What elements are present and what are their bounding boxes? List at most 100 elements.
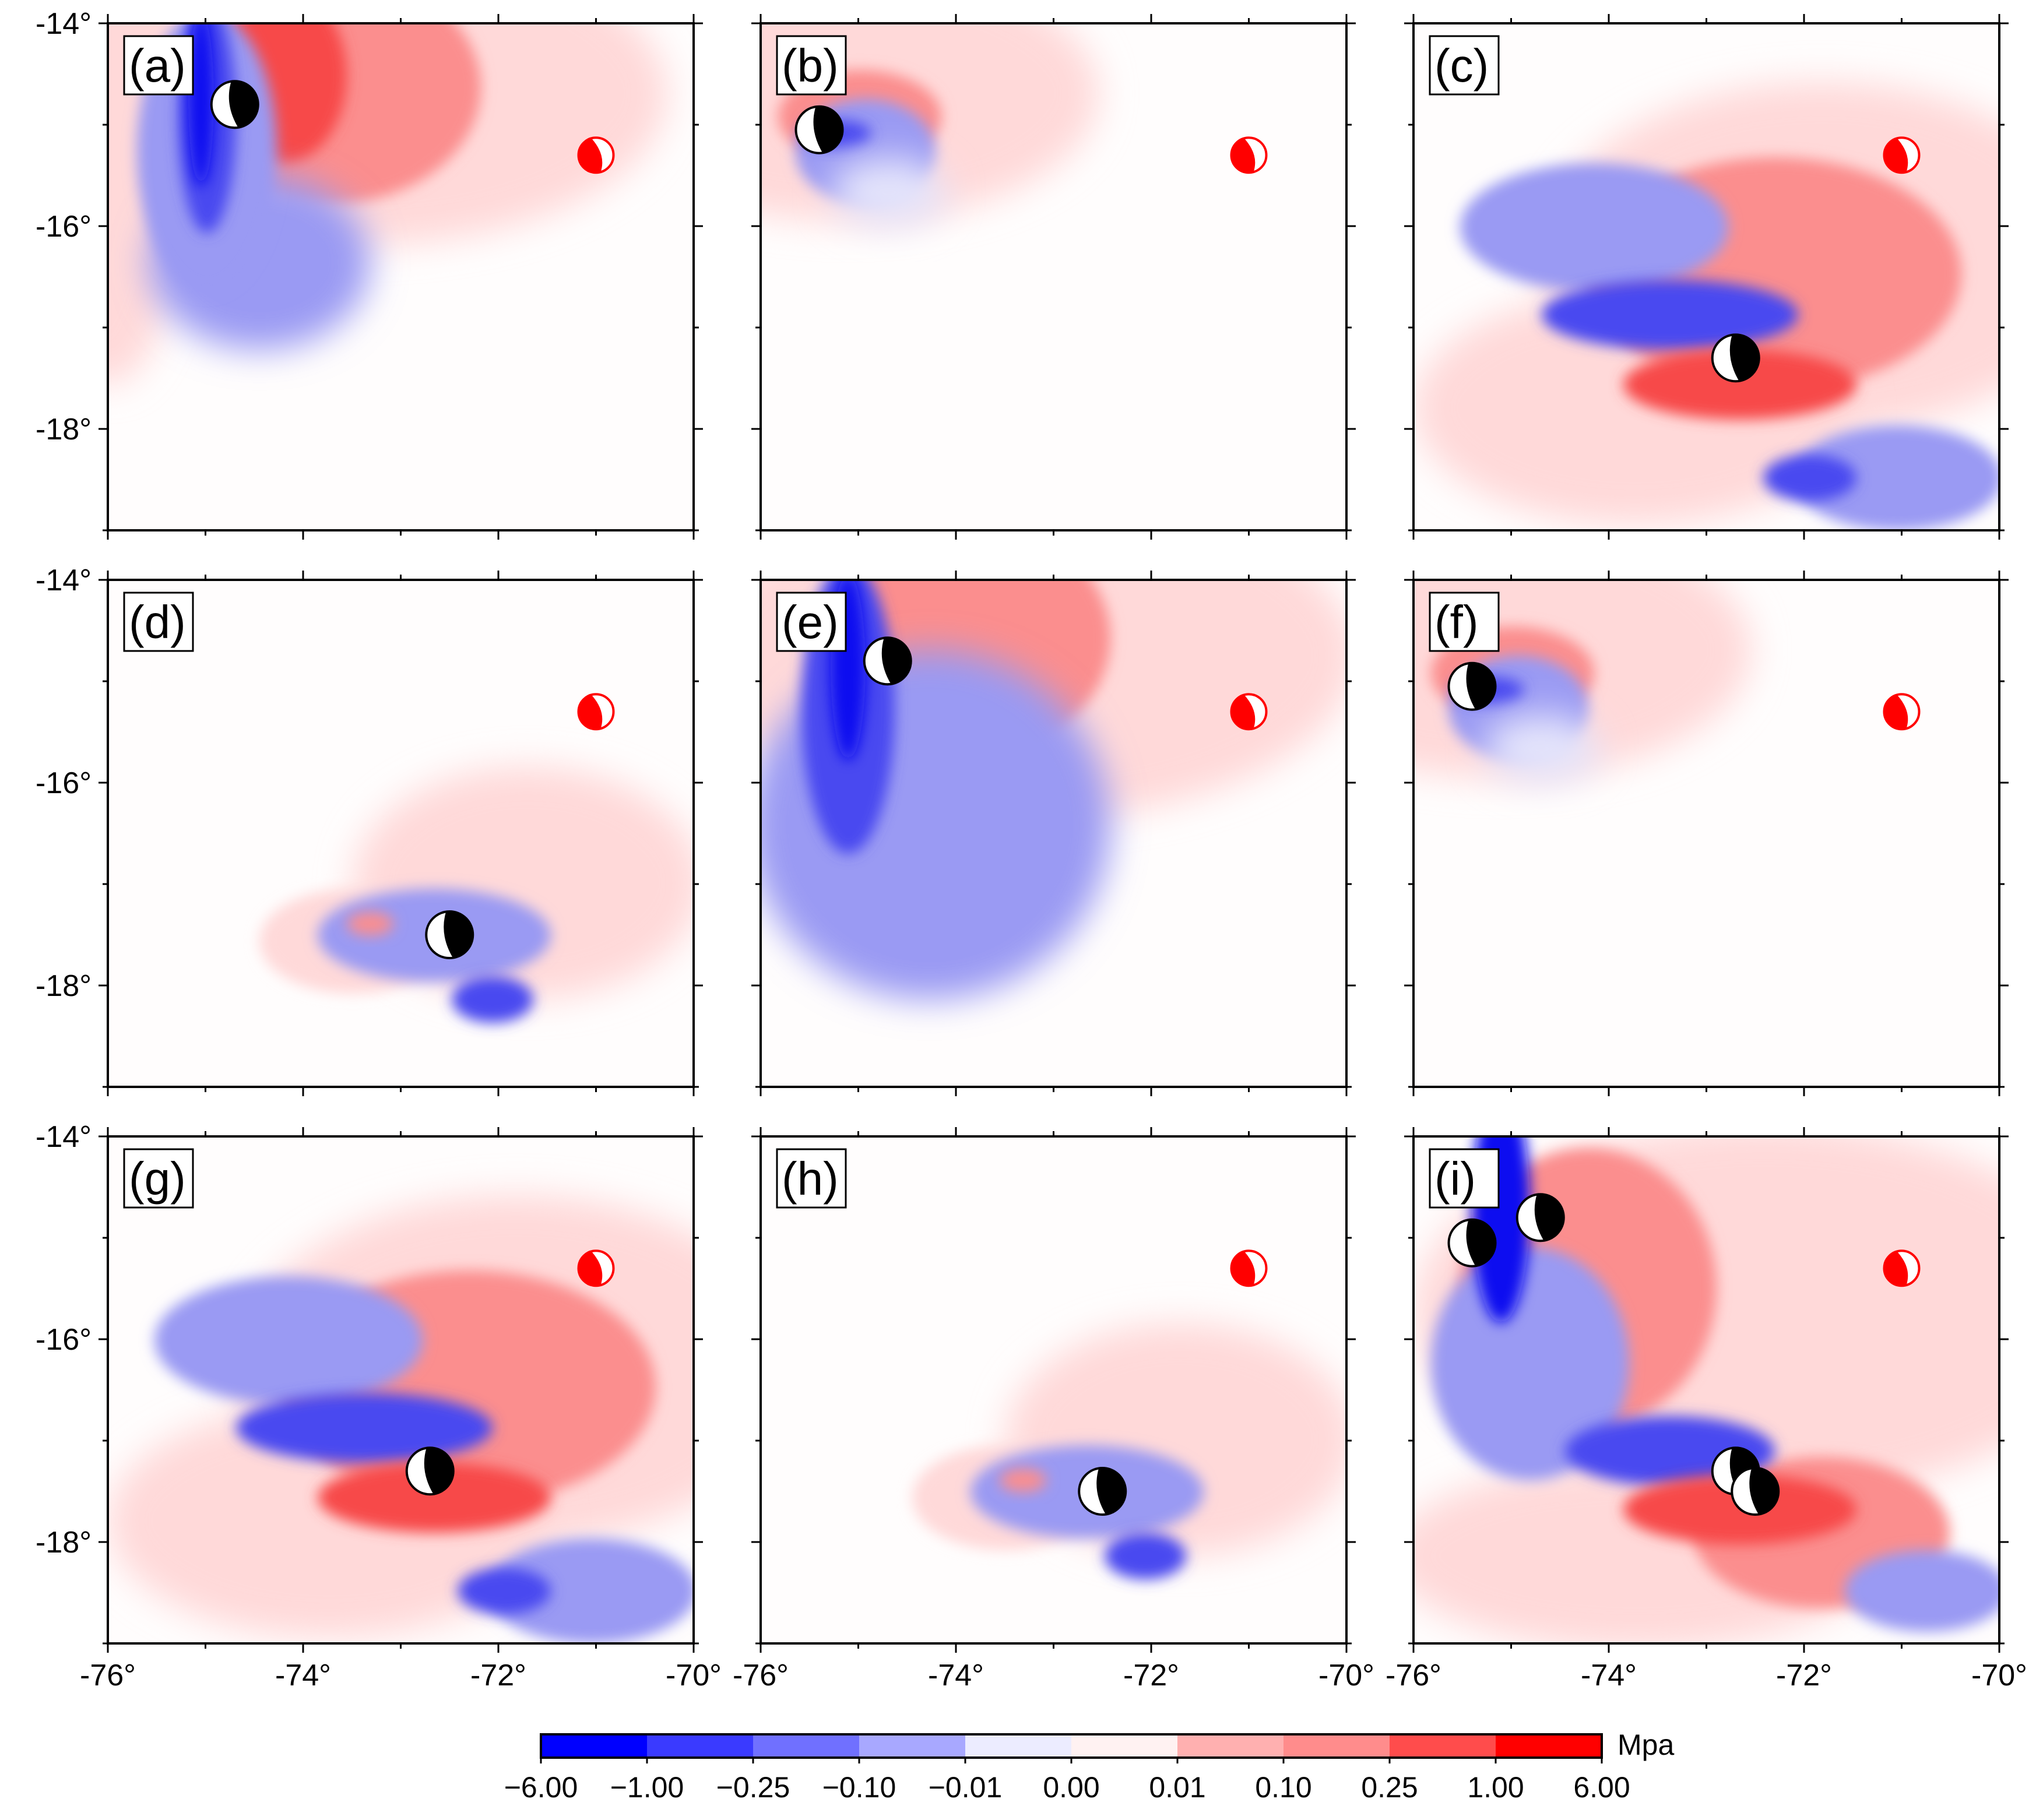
map-panel: (g) [99,1127,703,1653]
panel-label: (c) [1434,40,1489,91]
colorbar-swatch [1177,1734,1284,1758]
stress-field [108,580,694,1087]
panel-label: (h) [782,1153,839,1205]
y-tick-label: -18° [36,969,92,1003]
colorbar-tick-label: −0.25 [716,1771,790,1804]
reference-beachball-icon [577,693,615,731]
stress-lobe [318,1463,551,1533]
y-tick-label: -16° [36,766,92,800]
panel-label-box [1429,35,1500,96]
beachball-icon [1447,1218,1497,1268]
colorbar-swatch [647,1734,754,1758]
x-tick-label: -72° [1776,1659,1832,1692]
colorbar-unit: Mpa [1617,1729,1674,1761]
map-panel: (d) [99,571,703,1096]
stress-lobe [236,1393,493,1463]
x-tick-label: -76° [80,1659,136,1692]
panel-label: (d) [129,596,186,648]
beachball-icon [1731,1467,1780,1516]
colorbar: Mpa −6.00 −1.00 −0.25 −0.10 −0.01 0.00 0.01 0.1… [504,1729,1675,1804]
panel-label: (e) [782,596,839,648]
colorbar-swatch [753,1734,860,1758]
beachball-icon [863,636,912,686]
map-panel: (c) [1404,14,2009,540]
colorbar-swatch [1496,1734,1602,1758]
panel-label-box [776,35,847,96]
beachball-icon [405,1446,455,1496]
stress-lobe [487,1539,694,1643]
panel-label-box [123,35,194,96]
stress-lobe [1000,1469,1046,1492]
reference-beachball-icon [1883,1249,1921,1287]
beachball-icon [794,105,844,154]
stress-lobe [1105,1533,1186,1579]
colorbar-swatch [541,1734,648,1758]
colorbar-tick-label: −0.01 [929,1771,1003,1804]
y-tick-label: -14° [36,7,92,41]
map-panel: (f) [1404,571,2009,1096]
x-tick-label: -74° [928,1659,984,1692]
colorbar-swatch [1284,1734,1390,1758]
y-tick-label: -18° [36,1526,92,1560]
x-tick-label: -70° [1971,1659,2027,1692]
reference-beachball-icon [1883,693,1921,731]
panel-label-box [1429,1148,1500,1209]
stress-lobe [831,157,947,227]
panel-label-box [123,592,194,652]
colorbar-swatch [965,1734,1072,1758]
colorbar-tick-label: −6.00 [504,1771,578,1804]
beachball-icon [1447,661,1497,711]
panels-layer: (a) (b) (c) (d) (e) (f) (g) (h) (i) [99,14,2009,1653]
x-tick-label: -72° [470,1659,526,1692]
beachball-icon [425,910,474,959]
x-tick-label: -76° [1386,1659,1441,1692]
stress-lobe [154,1276,423,1404]
stress-field [761,23,1346,530]
stress-field [108,1136,694,1643]
stress-lobe [1542,280,1798,350]
stress-field [1413,580,1999,1087]
stress-lobe [1845,1550,1999,1632]
map-panel: (b) [751,14,1356,540]
colorbar-tick-label: 6.00 [1573,1771,1630,1804]
colorbar-tick-label: 0.01 [1149,1771,1205,1804]
beachball-icon [1515,1193,1565,1242]
panel-label: (b) [782,40,839,91]
colorbar-tick-label: 1.00 [1467,1771,1524,1804]
y-tick-label: -14° [36,564,92,597]
y-tick-label: -16° [36,210,92,244]
stress-field [761,580,1346,1087]
panel-label: (f) [1434,596,1479,648]
panel-label: (a) [129,40,186,91]
stress-lobe [1792,425,1999,530]
stress-lobe [347,912,393,935]
reference-beachball-icon [1883,136,1921,174]
y-tick-label: -16° [36,1323,92,1357]
x-tick-label: -70° [666,1659,722,1692]
reference-beachball-icon [1230,1249,1268,1287]
axes-layer: -14° -16° -18° -14° -16° -18° -14° -16° -18° -76°… [36,7,2027,1692]
panel-label: (i) [1434,1153,1476,1205]
colorbar-swatch [859,1734,966,1758]
x-tick-label: -74° [275,1659,331,1692]
map-panel: (h) [751,1127,1356,1653]
stress-field [1413,23,1999,530]
x-tick-label: -72° [1123,1659,1179,1692]
stress-lobe [1431,1247,1629,1480]
panel-label: (g) [129,1153,186,1205]
stress-lobe [458,1568,551,1614]
colorbar-tick-label: −0.10 [822,1771,896,1804]
stress-field [761,1136,1346,1643]
beachball-icon [210,80,259,129]
colorbar-tick-label: 0.10 [1255,1771,1311,1804]
map-panel: (i) [1404,1127,2009,1653]
beachball-icon [1711,333,1760,383]
stress-lobe [452,976,533,1023]
beachball-icon [1078,1467,1127,1516]
colorbar-swatches [541,1734,1602,1758]
x-tick-label: -76° [733,1659,789,1692]
colorbar-swatch [1071,1734,1178,1758]
y-tick-label: -14° [36,1120,92,1154]
stress-lobe [1460,163,1728,291]
panel-label-box [123,1148,194,1209]
